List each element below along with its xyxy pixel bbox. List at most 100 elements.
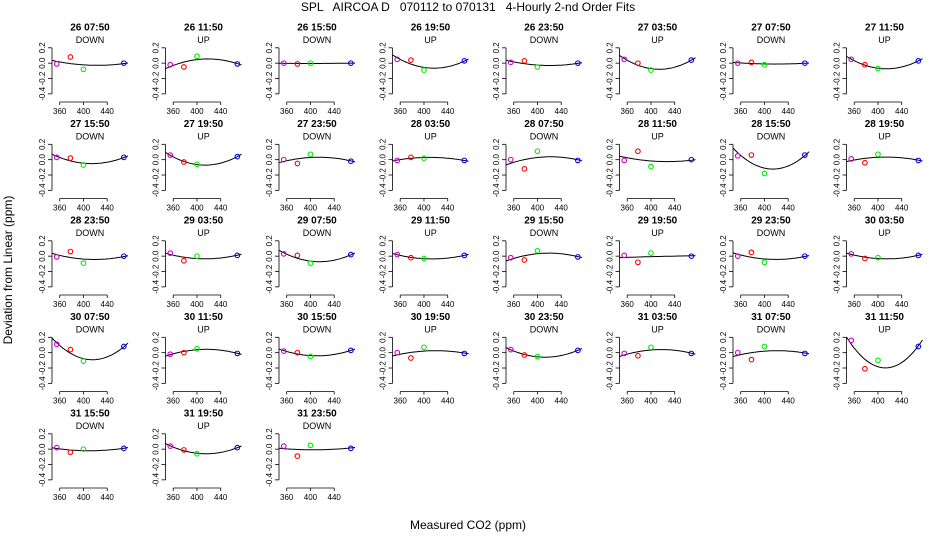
- x-tick-label: 400: [758, 300, 772, 309]
- data-point: [507, 59, 514, 66]
- y-tick-label: 0.0: [833, 347, 842, 359]
- data-point: [688, 57, 695, 63]
- fit-curve: [51, 252, 129, 260]
- data-point: [67, 449, 74, 456]
- data-point: [421, 67, 427, 73]
- x-tick-label: 440: [668, 397, 682, 406]
- x-tick-label: 440: [328, 397, 342, 406]
- y-tick-label: -0.2: [379, 71, 388, 85]
- data-point: [80, 162, 87, 168]
- x-tick-label: 440: [328, 493, 342, 502]
- y-tick-label: 0.2: [492, 235, 501, 247]
- panel-title: 26 07:50: [70, 23, 110, 34]
- panel-direction-label: UP: [651, 228, 664, 238]
- data-point: [294, 160, 301, 167]
- data-point: [120, 154, 127, 161]
- x-tick-label: 440: [782, 300, 796, 309]
- fit-curve: [846, 252, 923, 260]
- fit-curve: [619, 255, 696, 259]
- y-tick-label: -0.4: [152, 86, 161, 100]
- panel-title: 27 23:50: [297, 119, 337, 130]
- panel-direction-label: UP: [197, 35, 210, 45]
- panel-title: 27 03:50: [638, 23, 678, 34]
- x-tick-label: 440: [555, 204, 569, 213]
- data-point: [574, 254, 581, 260]
- data-point: [234, 350, 241, 357]
- data-point: [347, 158, 354, 165]
- y-tick-label: -0.2: [606, 361, 615, 375]
- fit-curve: [51, 337, 129, 361]
- panel: 30 11:50 UP -0.4-0.2 0.0 0.2 360 400 440: [152, 312, 242, 406]
- data-point: [521, 352, 528, 358]
- y-tick-label: -0.4: [719, 183, 728, 197]
- y-tick-label: -0.2: [606, 71, 615, 85]
- panel: 30 15:50 DOWN -0.4-0.2 0.0 0.2 360 400 440: [265, 312, 356, 406]
- x-tick-label: 440: [782, 107, 796, 116]
- panel-title: 30 23:50: [524, 312, 564, 323]
- data-point: [408, 355, 414, 361]
- data-point: [194, 450, 200, 457]
- panel-direction-label: DOWN: [303, 132, 332, 142]
- y-tick-label: -0.4: [492, 183, 501, 197]
- y-tick-label: 0.2: [152, 138, 161, 150]
- data-point: [862, 255, 868, 262]
- data-point: [307, 353, 314, 360]
- data-point: [461, 350, 468, 357]
- x-tick-label: 440: [555, 107, 569, 116]
- data-point: [167, 443, 174, 449]
- panel-title: 30 19:50: [411, 312, 451, 323]
- x-tick-label: 440: [782, 397, 796, 406]
- y-tick-label: 0.0: [719, 250, 728, 262]
- y-tick-label: 0.0: [38, 443, 47, 455]
- y-tick-label: -0.4: [606, 279, 615, 293]
- data-point: [347, 251, 354, 258]
- x-tick-label: 440: [895, 397, 909, 406]
- data-point: [53, 254, 60, 260]
- fit-curve: [505, 347, 583, 358]
- y-tick-label: -0.2: [492, 71, 501, 85]
- data-point: [461, 252, 468, 259]
- x-tick-label: 440: [214, 493, 228, 502]
- x-tick-label: 360: [394, 107, 408, 116]
- x-tick-label: 440: [895, 300, 909, 309]
- data-point: [181, 447, 187, 453]
- data-point: [801, 152, 808, 158]
- data-point: [194, 161, 200, 168]
- data-point: [194, 53, 200, 60]
- x-tick-label: 400: [531, 397, 545, 406]
- y-tick-label: -0.4: [152, 183, 161, 197]
- fit-curve: [846, 336, 923, 369]
- y-tick-label: -0.4: [379, 376, 388, 390]
- y-tick-label: 0.0: [492, 154, 501, 166]
- panel-title: 27 11:50: [865, 23, 904, 34]
- data-point: [915, 252, 922, 259]
- panel-direction-label: UP: [197, 132, 210, 142]
- data-point: [801, 350, 808, 357]
- x-tick-label: 440: [214, 397, 228, 406]
- y-tick-label: -0.4: [833, 86, 842, 100]
- fit-curve: [392, 253, 469, 260]
- data-point: [80, 66, 87, 73]
- panel-title: 31 03:50: [638, 312, 678, 323]
- fit-curve: [619, 155, 696, 163]
- x-tick-label: 360: [848, 300, 862, 309]
- y-tick-label: -0.2: [606, 264, 615, 278]
- data-point: [621, 350, 628, 357]
- x-tick-label: 360: [734, 397, 748, 406]
- panel-title: 29 23:50: [751, 216, 791, 227]
- y-tick-label: -0.2: [833, 264, 842, 278]
- panel-direction-label: UP: [197, 228, 210, 238]
- y-tick-label: -0.4: [152, 472, 161, 486]
- panel-title: 30 03:50: [865, 216, 905, 227]
- data-point: [53, 154, 60, 161]
- y-tick-label: 0.0: [265, 443, 274, 455]
- panel-direction-label: UP: [878, 132, 891, 142]
- y-tick-label: -0.2: [606, 168, 615, 182]
- y-tick-label: -0.4: [38, 376, 47, 390]
- y-tick-label: 0.0: [379, 57, 388, 69]
- data-point: [621, 157, 628, 164]
- y-tick-label: -0.2: [833, 168, 842, 182]
